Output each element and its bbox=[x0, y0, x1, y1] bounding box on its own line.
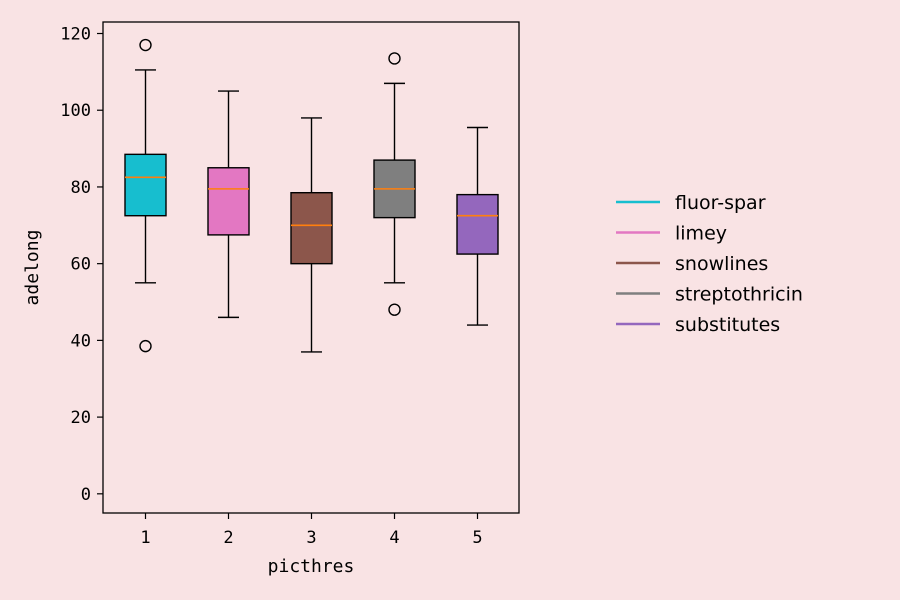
y-tick-label: 40 bbox=[71, 331, 91, 351]
legend-label: snowlines bbox=[675, 253, 768, 275]
y-tick-label: 20 bbox=[71, 408, 91, 428]
y-tick-label: 80 bbox=[71, 178, 91, 198]
y-tick-label: 60 bbox=[71, 255, 91, 275]
box-iqr bbox=[290, 191, 333, 265]
x-tick-label: 4 bbox=[389, 528, 399, 548]
legend-item: limey bbox=[616, 223, 727, 245]
x-axis-title: picthres bbox=[268, 556, 355, 577]
box-limey bbox=[207, 90, 250, 319]
outlier-point bbox=[388, 303, 401, 316]
legend: fluor-spar limey snowlines streptothricin su… bbox=[616, 192, 803, 336]
box-iqr bbox=[124, 153, 167, 217]
x-tick-label: 5 bbox=[472, 528, 482, 548]
y-tick-label: 0 bbox=[81, 485, 91, 505]
outlier-point bbox=[139, 339, 152, 353]
legend-label: streptothricin bbox=[675, 284, 803, 306]
axis-ticks: 0 20 40 60 80 100 120 1 2 3 4 5 bbox=[60, 25, 482, 548]
box-iqr bbox=[207, 167, 250, 236]
x-tick-label: 1 bbox=[140, 528, 150, 548]
box-snowlines bbox=[290, 117, 333, 353]
x-tick-label: 2 bbox=[223, 528, 233, 548]
outlier-point bbox=[139, 38, 152, 52]
legend-item: fluor-spar bbox=[616, 192, 766, 214]
plot-area bbox=[124, 38, 499, 353]
legend-item: streptothricin bbox=[616, 284, 803, 306]
box-iqr bbox=[456, 193, 499, 255]
y-axis-title: adelong bbox=[22, 230, 43, 306]
box-streptothricin bbox=[373, 52, 416, 316]
y-tick-label: 120 bbox=[60, 25, 91, 45]
legend-item: substitutes bbox=[616, 314, 780, 336]
box-fluor-spar bbox=[124, 38, 167, 353]
legend-label: limey bbox=[675, 223, 727, 245]
box-substitutes bbox=[456, 126, 499, 326]
x-tick-label: 3 bbox=[306, 528, 316, 548]
legend-label: fluor-spar bbox=[675, 192, 766, 214]
legend-label: substitutes bbox=[675, 314, 780, 336]
legend-item: snowlines bbox=[616, 253, 768, 275]
outlier-point bbox=[388, 52, 401, 65]
y-tick-label: 100 bbox=[60, 101, 91, 121]
